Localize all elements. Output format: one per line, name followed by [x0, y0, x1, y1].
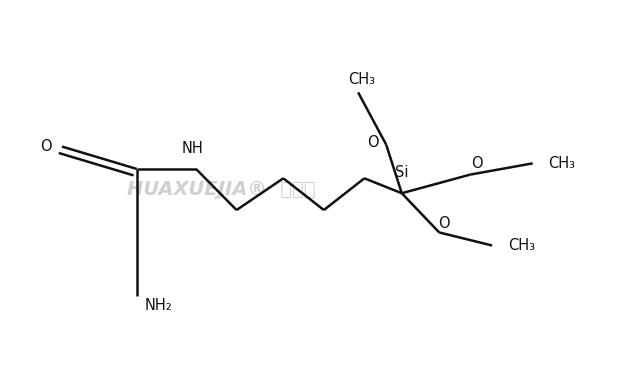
Text: CH₃: CH₃	[548, 156, 576, 171]
Text: HUAXUEJIA®  化学加: HUAXUEJIA® 化学加	[126, 180, 315, 199]
Text: CH₃: CH₃	[348, 72, 375, 87]
Text: CH₃: CH₃	[508, 238, 535, 253]
Text: O: O	[438, 216, 450, 230]
Text: O: O	[41, 139, 52, 154]
Text: NH₂: NH₂	[144, 298, 172, 313]
Text: O: O	[367, 135, 378, 150]
Text: O: O	[470, 156, 482, 171]
Text: Si: Si	[395, 165, 408, 180]
Text: NH: NH	[182, 141, 204, 156]
